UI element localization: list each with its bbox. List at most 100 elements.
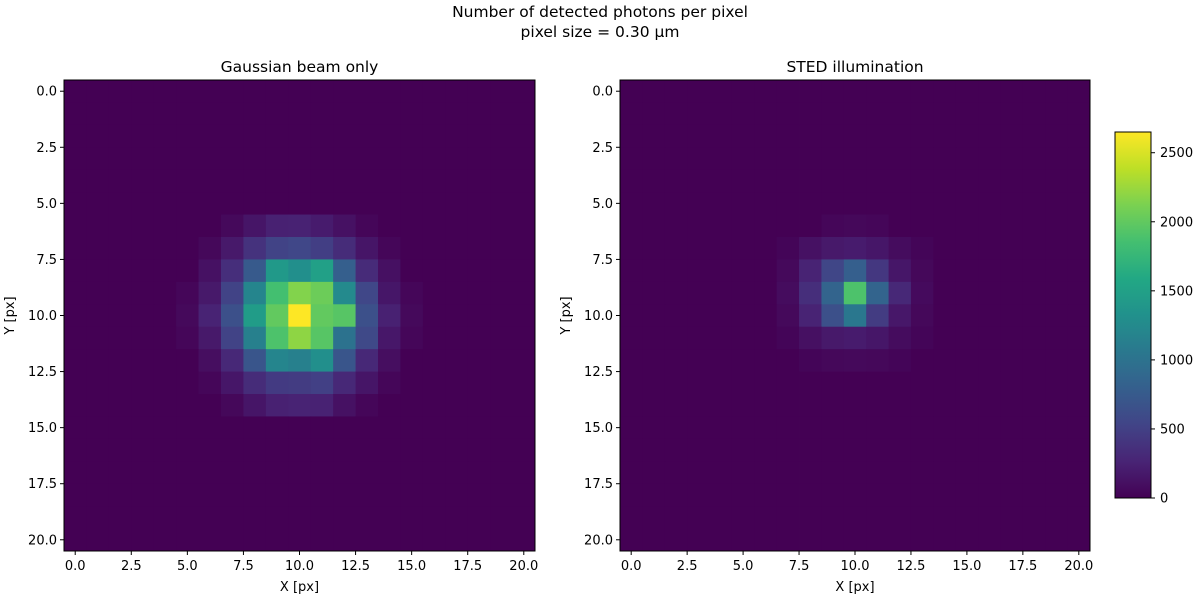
heatmap-cell — [467, 349, 491, 372]
heatmap-cell — [978, 147, 1001, 171]
heatmap-cell — [642, 169, 666, 193]
heatmap-cell — [799, 438, 822, 462]
heatmap-cell — [445, 461, 469, 485]
x-tick-label: 17.5 — [453, 559, 482, 574]
heatmap-cell — [1045, 416, 1069, 440]
y-tick-label: 15.0 — [584, 421, 613, 436]
heatmap-cell — [888, 169, 912, 193]
heatmap-cell — [378, 214, 401, 238]
x-tick-label: 12.5 — [896, 559, 925, 574]
heatmap-cell — [1045, 461, 1069, 485]
heatmap-cell — [445, 192, 469, 215]
heatmap-cell — [821, 416, 845, 440]
heatmap-cell — [821, 528, 845, 552]
heatmap-cell — [620, 124, 643, 148]
heatmap-cell — [620, 528, 643, 552]
heatmap-cell — [978, 371, 1001, 395]
heatmap-cell — [888, 416, 912, 440]
heatmap-cell — [799, 124, 822, 148]
heatmap-cell — [355, 438, 379, 462]
heatmap-cell — [687, 80, 710, 103]
heatmap-cell — [490, 438, 513, 462]
heatmap-cell — [821, 304, 845, 328]
heatmap-cell — [108, 528, 132, 552]
y-tick-label: 17.5 — [584, 477, 613, 492]
heatmap-cell — [843, 192, 867, 215]
heatmap-cell — [64, 102, 87, 126]
heatmap-cell — [955, 506, 979, 529]
heatmap-cell — [888, 349, 912, 372]
heatmap-cell — [888, 304, 912, 328]
heatmap-cell — [221, 528, 244, 552]
heatmap-cell — [512, 416, 536, 440]
heatmap-cell — [910, 304, 934, 328]
heatmap-cell — [731, 124, 755, 148]
heatmap-cell — [620, 394, 643, 417]
heatmap-cell — [445, 326, 469, 350]
heatmap-cell — [355, 124, 379, 148]
heatmap-cell — [86, 192, 110, 215]
heatmap-cell — [422, 349, 446, 372]
heatmap-cell — [687, 349, 710, 372]
y-tick-label: 2.5 — [36, 141, 57, 156]
heatmap-cell — [108, 438, 132, 462]
heatmap-cell — [153, 461, 177, 485]
heatmap-cell — [176, 169, 199, 193]
heatmap-cell — [378, 304, 401, 328]
heatmap-cell — [467, 80, 491, 103]
heatmap-cell — [310, 394, 334, 417]
heatmap-cell — [709, 169, 733, 193]
heatmap-cell — [620, 483, 643, 507]
heatmap-cell — [910, 192, 934, 215]
heatmap-cell — [843, 124, 867, 148]
heatmap-cell — [1022, 281, 1046, 305]
heatmap-cell — [1022, 326, 1046, 350]
heatmap-cell — [221, 169, 244, 193]
heatmap-cell — [108, 80, 132, 103]
heatmap-cell — [955, 147, 979, 171]
heatmap-cell — [888, 80, 912, 103]
heatmap-cell — [978, 483, 1001, 507]
heatmap-cell — [108, 506, 132, 529]
heatmap-cell — [378, 416, 401, 440]
heatmap-cell — [310, 169, 334, 193]
heatmap-cell — [620, 192, 643, 215]
heatmap-cell — [445, 416, 469, 440]
heatmap-cell — [512, 483, 536, 507]
heatmap-cell — [978, 326, 1001, 350]
heatmap-cells — [64, 80, 536, 552]
heatmap-cell — [888, 528, 912, 552]
heatmap-cell — [709, 438, 733, 462]
heatmap-cell — [221, 326, 244, 350]
heatmap-cell — [310, 304, 334, 328]
heatmap-cell — [1045, 124, 1069, 148]
heatmap-cell — [910, 124, 934, 148]
heatmap-cell — [176, 416, 199, 440]
heatmap-cell — [64, 124, 87, 148]
heatmap-cell — [754, 147, 778, 171]
heatmap-cell — [86, 214, 110, 238]
heatmap-cell — [512, 192, 536, 215]
heatmap-cell — [512, 528, 536, 552]
heatmap-cell — [490, 281, 513, 305]
heatmap-cell — [86, 169, 110, 193]
heatmap-cell — [642, 483, 666, 507]
heatmap-cell — [445, 394, 469, 417]
heatmap-cell — [64, 214, 87, 238]
heatmap-cell — [355, 506, 379, 529]
heatmap-cell — [1000, 528, 1024, 552]
heatmap-cell — [731, 102, 755, 126]
heatmap-cell — [198, 169, 222, 193]
panel-title: Gaussian beam only — [221, 58, 379, 76]
heatmap-cell — [731, 506, 755, 529]
heatmap-cell — [198, 326, 222, 350]
heatmap-cell — [310, 102, 334, 126]
heatmap-cell — [422, 237, 446, 260]
heatmap-cell — [467, 259, 491, 283]
heatmap-cell — [776, 281, 800, 305]
heatmap-cell — [333, 281, 356, 305]
heatmap-cell — [821, 124, 845, 148]
heatmap-cell — [265, 237, 289, 260]
heatmap-cell — [978, 461, 1001, 485]
heatmap-cell — [910, 102, 934, 126]
